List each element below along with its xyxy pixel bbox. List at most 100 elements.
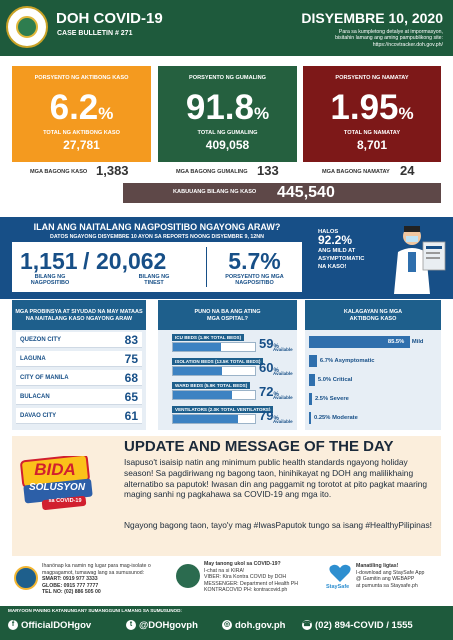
deaths-card: PORSYENTO NG NAMATAY 1.95% TOTAL NG NAMA… [303, 66, 441, 162]
severity-name: Mild [411, 339, 424, 345]
provinces-header: MGA PROBINSYA AT SIYUDAD NA MAY MATAAS NA… [12, 300, 146, 330]
list-item: QUEZON CITY 83 [16, 332, 142, 348]
severity-bar [309, 374, 315, 386]
bed-percent: 60% [259, 360, 279, 375]
severity-row: 85.5% Mild [309, 336, 427, 350]
severity-label: 5.0% Critical [317, 377, 353, 383]
staysafe-heart-icon [329, 564, 351, 582]
website-link[interactable]: ◎ doh.gov.ph [222, 620, 286, 631]
beds-header: PUNO NA BA ANG ATING MGA OSPITAL? [158, 300, 297, 330]
positivity-panel [12, 242, 302, 292]
severity-bar [309, 355, 317, 367]
card-label: PORSYENTO NG AKTIBONG KASO [34, 75, 129, 81]
page-title: DOH COVID-19 [56, 10, 163, 27]
hotline-info: Ihanönap ka namin ng lugar para mag-isol… [42, 563, 151, 596]
positivity-subtitle: DATOS NGAYONG DISYEMBRE 10 AYON SA REPOR… [50, 234, 264, 240]
positive-label: BILANG NG NAGPOSITIBO [30, 274, 70, 286]
recovered-card: PORSYENTO NG GUMALING 91.8% TOTAL NG GUM… [158, 66, 297, 162]
total-cases-label: KABUUANG BILANG NG KASO [173, 189, 257, 195]
tested-label: BILANG NG TINEST [138, 274, 170, 286]
bed-label: ICU BEDS (1.9K TOTAL BEDS) [172, 334, 245, 341]
note-line: bisitahin lamang ang aming pampublikong … [335, 35, 443, 42]
active-cases-card: PORSYENTO NG AKTIBONG KASO 6.2% TOTAL NG… [12, 66, 151, 162]
bed-occupancy-bar [172, 414, 256, 424]
card-percent: 1.95% [330, 88, 414, 127]
hotline-icon [14, 566, 38, 590]
footer-label: MARYOON PANING KATANUNGAN? SUMANGGUNI LA… [8, 608, 182, 613]
severity-list: 85.5% Mild 6.7% Asymptomatic 5.0% Critical… [305, 330, 441, 430]
kira-chat-info: May tanong ukol sa COVID-19? I-chat na si… [204, 561, 298, 594]
bed-available-label: Available [273, 371, 293, 376]
doctor-illustration-icon [394, 226, 446, 294]
new-cases-label: MGA BAGONG KASO [30, 169, 88, 175]
update-hashtag-message: Ngayong bagong taon, tayo'y mag #IwasPap… [124, 520, 432, 530]
bed-percent: 72% [259, 384, 279, 399]
phone-icon: ☎ [302, 620, 312, 631]
new-recovered-value: 133 [257, 163, 279, 178]
severity-label: 0.25% Moderate [314, 415, 358, 421]
provinces-list: QUEZON CITY 83 LAGUNA 75 CITY OF MANILA 68 … [12, 330, 146, 430]
kira-avatar-icon [176, 564, 200, 588]
beds-list: ICU BEDS (1.9K TOTAL BEDS) 59% Available IS… [158, 330, 297, 430]
bed-available-label: Available [273, 395, 293, 400]
positivity-rate-label: PORSYENTO NG MGA NAGPOSITIBO [225, 274, 284, 286]
bed-label: WARD BEDS (5.9K TOTAL BEDS) [172, 382, 251, 389]
card-label: PORSYENTO NG NAMATAY [335, 75, 409, 81]
staysafe-info: Manatiling ligtas! I-download ang StaySaf… [356, 563, 425, 589]
list-item: CITY OF MANILA 68 [16, 370, 142, 386]
bed-row: ICU BEDS (1.9K TOTAL BEDS) 59% Available [162, 334, 293, 356]
card-sub-label: TOTAL NG NAMATAY [343, 130, 401, 136]
bed-available-label: Available [273, 419, 293, 424]
bed-percent: 79% [259, 408, 279, 423]
card-total: 27,781 [63, 138, 100, 152]
card-sub-label: TOTAL NG GUMALING [197, 130, 258, 136]
bulletin-number: CASE BULLETIN # 271 [57, 30, 133, 37]
update-title: UPDATE AND MESSAGE OF THE DAY [124, 438, 394, 455]
note-line: Para sa kumpletong detalye at impormasyo… [338, 29, 443, 35]
bed-row: ISOLATION BEDS (13.5K TOTAL BEDS) 60% Avai… [162, 358, 293, 380]
divider [206, 247, 207, 287]
positive-count: 1,151 [20, 248, 78, 274]
bida-solusyon-logo [20, 456, 93, 510]
severity-label: 2.5% Severe [314, 396, 349, 402]
bed-row: VENTILATORS (2.0K TOTAL VENTILATORS) 79% A… [162, 406, 293, 428]
note-link[interactable]: https://ncovtracker.doh.gov.ph/ [372, 41, 443, 48]
severity-bar [309, 336, 410, 348]
phone-link[interactable]: ☎ (02) 894-COVID / 1555 [302, 620, 413, 631]
severity-row: 5.0% Critical [309, 374, 427, 388]
bida-logo-text: sa COVID-19 [48, 498, 82, 504]
bed-bar-fill [173, 367, 223, 375]
tested-count: 20,062 [96, 248, 167, 274]
total-cases-value: 445,540 [277, 184, 335, 201]
bed-label: VENTILATORS (2.0K TOTAL VENTILATORS) [172, 406, 274, 413]
facebook-icon: f [8, 620, 18, 631]
staysafe-logo-text: StaySafe [326, 584, 350, 590]
severity-bar [309, 412, 311, 424]
twitter-link[interactable]: t @DOHgovph [126, 620, 198, 631]
doh-seal-logo [6, 6, 48, 48]
bed-percent: 59% [259, 336, 279, 351]
severity-label: 6.7% Asymptomatic [319, 358, 375, 364]
severity-label: 85.5% [387, 339, 405, 345]
bed-occupancy-bar [172, 366, 256, 376]
severity-row: 0.25% Moderate [309, 412, 427, 426]
twitter-icon: t [126, 620, 136, 631]
card-total: 409,058 [205, 138, 250, 152]
facebook-link[interactable]: f OfficialDOHgov [8, 620, 91, 631]
list-item: DAVAO CITY 61 [16, 408, 142, 424]
severity-header: KALAGAYAN NG MGA AKTIBONG KASO [305, 300, 441, 330]
site-note: Para sa kumpletong detalye at impormasyo… [335, 29, 443, 48]
total-cases-bar: KABUUANG BILANG NG KASO 445,540 [123, 183, 441, 203]
bed-occupancy-bar [172, 342, 256, 352]
bed-row: WARD BEDS (5.9K TOTAL BEDS) 72% Available [162, 382, 293, 404]
card-sub-label: TOTAL NG AKTIBONG KASO [43, 130, 120, 136]
bed-label: ISOLATION BEDS (13.5K TOTAL BEDS) [172, 358, 264, 365]
bed-occupancy-bar [172, 390, 256, 400]
card-label: PORSYENTO NG GUMALING [189, 75, 266, 81]
bida-logo-text: SOLUSYON [28, 482, 86, 493]
card-total: 8,701 [356, 138, 388, 152]
header-bar [0, 0, 453, 56]
mild-callout: HALOS 92.2% ANG MILD AT ASYMPTOMATIC NA KAS… [318, 229, 365, 270]
list-item: BULACAN 65 [16, 389, 142, 405]
severity-row: 2.5% Severe [309, 393, 427, 407]
